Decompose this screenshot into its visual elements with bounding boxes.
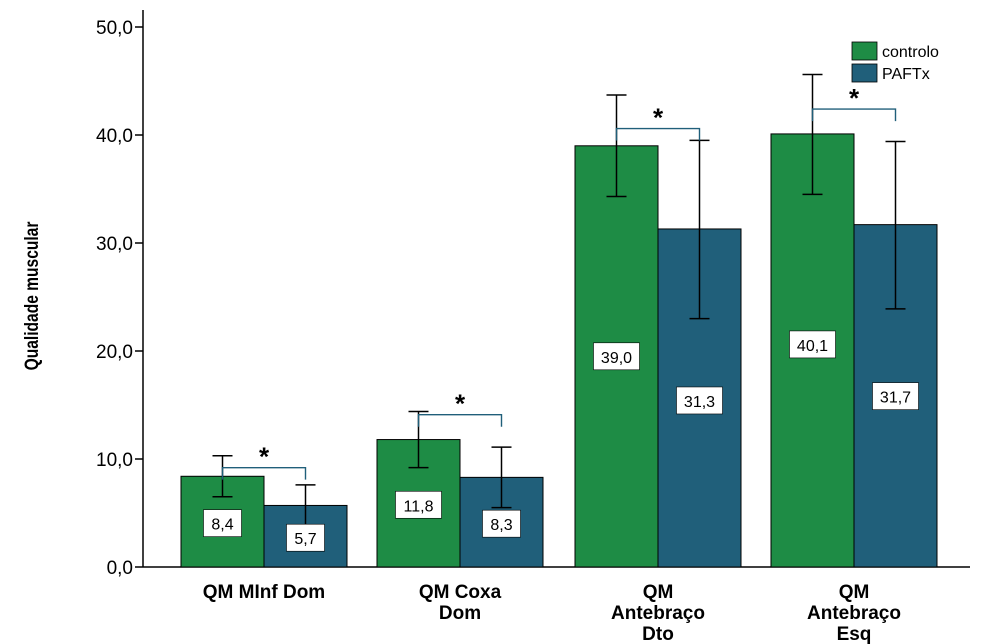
significance-markers: * * * * bbox=[221, 83, 897, 480]
data-label-box bbox=[789, 330, 836, 359]
data-label-PAFTx-1: 8,3 bbox=[490, 517, 512, 534]
category-label-2: QM bbox=[643, 582, 674, 603]
data-label-box bbox=[482, 509, 521, 538]
x-category-labels: QM MInf Dom QM CoxaDomQMAntebraçoDtoQMAnt… bbox=[203, 582, 901, 644]
y-tick-label: 40,0 bbox=[96, 126, 133, 147]
significance-bracket bbox=[221, 466, 307, 480]
y-axis-label: Qualidade muscular bbox=[21, 221, 43, 370]
category-label-1: QM Coxa bbox=[419, 582, 502, 603]
legend-swatch-controlo bbox=[851, 41, 878, 61]
legend-label-PAFTx: PAFTx bbox=[882, 66, 930, 83]
category-label-3: Esq bbox=[837, 624, 872, 644]
y-tick-label: 20,0 bbox=[96, 342, 133, 363]
data-label-PAFTx-3: 31,7 bbox=[880, 390, 911, 407]
y-tick-label: 50,0 bbox=[96, 18, 133, 39]
category-label-2: Dto bbox=[642, 624, 674, 644]
data-label-PAFTx-0: 5,7 bbox=[294, 531, 316, 548]
data-label-box bbox=[676, 386, 723, 415]
data-label-controlo-1: 11,8 bbox=[404, 498, 434, 515]
significance-asterisk: * bbox=[259, 442, 270, 472]
data-label-box bbox=[395, 490, 442, 519]
category-label-0: QM MInf Dom bbox=[203, 582, 325, 603]
y-tick-label: 30,0 bbox=[96, 234, 133, 255]
y-ticks: 0,0 10,0 20,0 30,0 40,0 50,0 bbox=[96, 18, 143, 579]
legend-label-controlo: controlo bbox=[882, 44, 939, 61]
data-label-controlo-0: 8,4 bbox=[211, 517, 233, 534]
data-labels: 8,4 5,7 11,8 8,3 39,0 31,3 40,1 31,7 bbox=[203, 330, 919, 552]
data-label-box bbox=[286, 523, 325, 552]
legend: controlo PAFTx bbox=[851, 41, 939, 83]
significance-asterisk: * bbox=[849, 83, 860, 113]
significance-bracket bbox=[615, 127, 701, 141]
error-bars bbox=[212, 73, 906, 527]
data-label-controlo-3: 40,1 bbox=[797, 338, 828, 355]
significance-asterisk: * bbox=[455, 389, 466, 419]
legend-swatch-PAFTx bbox=[851, 63, 878, 83]
y-tick-label: 0,0 bbox=[107, 558, 133, 579]
data-label-controlo-2: 39,0 bbox=[601, 350, 632, 367]
significance-bracket bbox=[417, 414, 503, 427]
data-label-box bbox=[593, 342, 640, 371]
data-label-box bbox=[203, 509, 242, 537]
category-label-1: Dom bbox=[439, 603, 481, 624]
y-tick-label: 10,0 bbox=[96, 450, 133, 471]
significance-bracket bbox=[811, 108, 897, 122]
category-label-2: Antebraço bbox=[611, 603, 705, 624]
data-label-PAFTx-2: 31,3 bbox=[684, 394, 715, 411]
significance-asterisk: * bbox=[653, 103, 664, 133]
category-label-3: Antebraço bbox=[807, 603, 901, 624]
data-label-box bbox=[872, 382, 919, 410]
category-label-3: QM bbox=[839, 582, 870, 603]
